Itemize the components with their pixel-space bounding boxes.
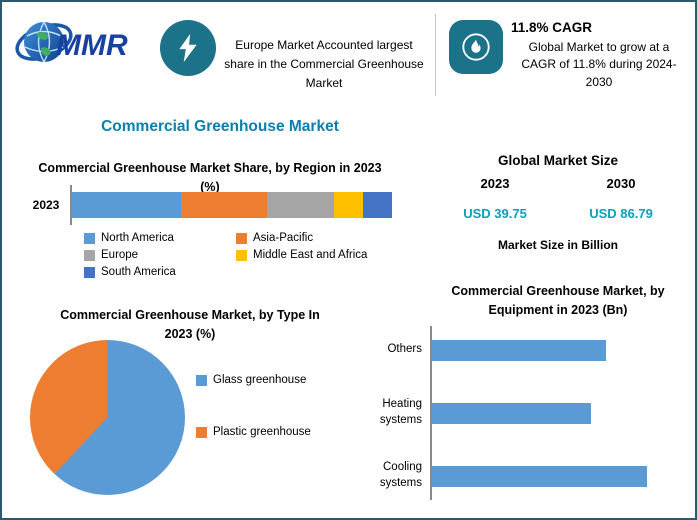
cagr-title: 11.8% CAGR: [511, 20, 593, 35]
legend-item-europe: Europe: [84, 249, 226, 261]
legend-item-plastic-greenhouse: Plastic greenhouse: [196, 426, 311, 438]
legend-label-asia-pacific: Asia-Pacific: [253, 232, 314, 244]
type-chart-title: Commercial Greenhouse Market, by Type In…: [60, 308, 320, 341]
region-chart-year-label: 2023: [32, 198, 60, 212]
equipment-row-others: Others: [342, 324, 688, 376]
mmr-globe-logo: MMR: [15, 21, 128, 63]
equipment-track-heating-systems: [430, 402, 688, 424]
segment-asia-pacific: [180, 192, 268, 218]
flame-badge: [449, 20, 503, 74]
equipment-track-others: [430, 339, 688, 361]
equipment-chart-title: Commercial Greenhouse Market, by Equipme…: [451, 284, 665, 317]
equipment-bar-others: [432, 339, 607, 361]
global-market-size-heading: Global Market Size: [497, 153, 619, 169]
value-end: USD 86.79: [589, 206, 653, 221]
equipment-label-cooling-systems: Cooling systems: [379, 461, 422, 489]
mmr-logo: MMR: [14, 10, 144, 79]
market-size-unit-label: Market Size in Billion: [497, 238, 619, 252]
legend-swatch-asia-pacific: [236, 232, 247, 244]
lightning-icon: [179, 33, 197, 63]
legend-label-europe: Europe: [101, 249, 139, 261]
market-size-years: 2023 2030: [432, 176, 684, 191]
equipment-bar-chart: Others Heating systems Cooling systems: [342, 324, 688, 502]
legend-swatch-plastic-greenhouse: [196, 426, 207, 438]
equipment-track-cooling-systems: [430, 465, 688, 487]
segment-south-america: [363, 192, 392, 218]
year-end: 2030: [606, 176, 636, 191]
type-pie-chart: [30, 340, 185, 495]
legend-label-plastic-greenhouse: Plastic greenhouse: [213, 426, 311, 438]
region-chart-title: Commercial Greenhouse Market Share, by R…: [38, 161, 382, 194]
segment-europe: [267, 192, 335, 218]
segment-north-america: [72, 192, 181, 218]
cagr-text: Global Market to grow at a CAGR of 11.8%…: [521, 40, 677, 89]
year-start: 2023: [480, 176, 510, 191]
region-legend: North America Asia-Pacific Europe Middle Ea…: [84, 232, 367, 278]
equipment-chart-axis: [430, 326, 432, 500]
equipment-label-heating-systems: Heating systems: [379, 398, 422, 426]
header-divider: [435, 14, 436, 96]
legend-label-south-america: South America: [101, 266, 176, 278]
equipment-row-heating-systems: Heating systems: [342, 387, 688, 439]
equipment-bar-heating-systems: [432, 402, 591, 424]
market-size-values: USD 39.75 USD 86.79: [432, 206, 684, 221]
legend-item-asia-pacific: Asia-Pacific: [236, 232, 367, 244]
equipment-label-others: Others: [387, 343, 422, 356]
page-title: Commercial Greenhouse Market: [101, 118, 339, 136]
legend-item-glass-greenhouse: Glass greenhouse: [196, 374, 311, 386]
lightning-badge: [160, 20, 216, 76]
region-stacked-bar-chart: 2023: [20, 185, 392, 225]
legend-label-middle-east-and-africa: Middle East and Africa: [253, 249, 368, 261]
legend-swatch-south-america: [84, 266, 95, 278]
flame-icon: [462, 33, 490, 61]
legend-label-north-america: North America: [101, 232, 174, 244]
legend-swatch-glass-greenhouse: [196, 374, 207, 386]
equipment-bar-cooling-systems: [432, 465, 648, 487]
legend-item-middle-east-and-africa: Middle East and Africa: [236, 249, 367, 261]
equipment-row-cooling-systems: Cooling systems: [342, 450, 688, 502]
equipment-bar-rows: Others Heating systems Cooling systems: [342, 324, 688, 502]
legend-item-south-america: South America: [84, 266, 226, 278]
value-start: USD 39.75: [463, 206, 527, 221]
cagr-block: 11.8% CAGR Global Market to grow at a CA…: [511, 20, 687, 91]
segment-middle-east-and-africa: [334, 192, 364, 218]
legend-swatch-europe: [84, 249, 95, 261]
legend-label-glass-greenhouse: Glass greenhouse: [213, 374, 307, 386]
type-legend: Glass greenhouse Plastic greenhouse: [196, 374, 311, 438]
header-callout-text: Europe Market Accounted largest share in…: [224, 38, 424, 91]
logo-text: MMR: [56, 29, 128, 62]
region-stacked-bar: [70, 185, 392, 225]
legend-item-north-america: North America: [84, 232, 226, 244]
legend-swatch-middle-east-and-africa: [236, 249, 247, 261]
legend-swatch-north-america: [84, 232, 95, 244]
